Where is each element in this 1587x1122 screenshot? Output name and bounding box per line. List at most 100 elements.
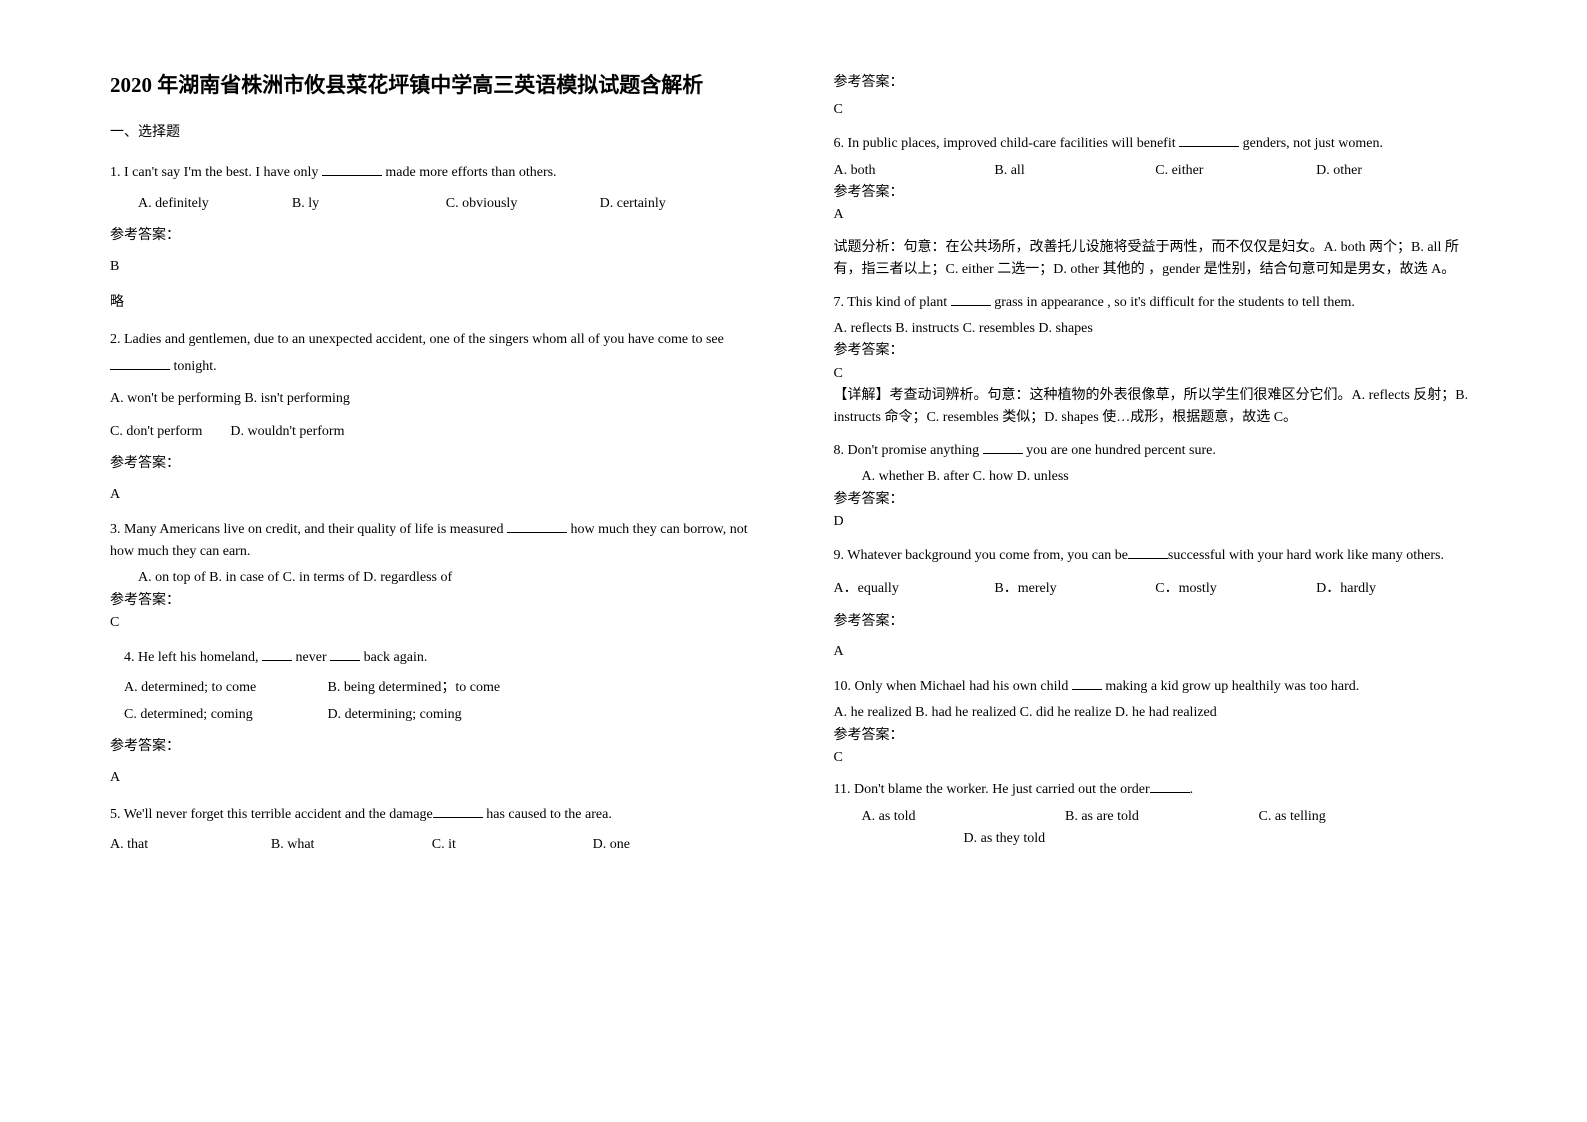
answer-label: 参考答案： xyxy=(834,70,1478,97)
answer-note: 试题分析：句意：在公共场所，改善托儿设施将受益于两性，而不仅仅是妇女。A. bo… xyxy=(834,237,1478,282)
q10-text-b: making a kid grow up healthily was too h… xyxy=(1102,679,1359,694)
document-title: 2020 年湖南省株洲市攸县菜花坪镇中学高三英语模拟试题含解析 xyxy=(110,70,754,102)
answer-label: 参考答案： xyxy=(110,223,754,250)
question-text: 10. Only when Michael had his own child … xyxy=(834,676,1478,698)
options-row-1: A. won't be performing B. isn't performi… xyxy=(110,386,754,413)
option-c: C．mostly xyxy=(1155,576,1316,603)
question-text: 9. Whatever background you come from, yo… xyxy=(834,543,1478,570)
answer-value: A xyxy=(110,482,754,509)
q10-text-a: 10. Only when Michael had his own child xyxy=(834,679,1072,694)
question-text: 6. In public places, improved child-care… xyxy=(834,133,1478,155)
option-c: C. it xyxy=(432,832,593,859)
answer-label: 参考答案： xyxy=(834,609,1478,636)
q7-text-b: grass in appearance , so it's difficult … xyxy=(991,295,1355,310)
options-row: A. whether B. after C. how D. unless xyxy=(834,466,1478,488)
blank xyxy=(262,647,292,661)
blank xyxy=(433,804,483,818)
q4-text-b: never xyxy=(292,650,330,665)
answer-value: C xyxy=(834,363,1478,385)
option-c: C. either xyxy=(1155,160,1316,182)
options-row: A. he realized B. had he realized C. did… xyxy=(834,702,1478,724)
option-b: B. ly xyxy=(292,191,446,218)
left-column: 2020 年湖南省株洲市攸县菜花坪镇中学高三英语模拟试题含解析 一、选择题 1.… xyxy=(90,70,794,1082)
blank xyxy=(983,440,1023,454)
options-row: A. on top of B. in case of C. in terms o… xyxy=(110,567,754,589)
answer-value: A xyxy=(834,639,1478,666)
right-column: 参考答案： C 6. In public places, improved ch… xyxy=(794,70,1498,1082)
question-text: 3. Many Americans live on credit, and th… xyxy=(110,519,754,564)
question-text: 2. Ladies and gentlemen, due to an unexp… xyxy=(110,327,754,380)
q5-text-b: has caused to the area. xyxy=(483,807,612,822)
option-c: C. obviously xyxy=(446,191,600,218)
options-row-2: C. determined; coming D. determining; co… xyxy=(110,702,754,729)
option-a: A. as told xyxy=(862,806,1062,828)
question-text: 8. Don't promise anything you are one hu… xyxy=(834,440,1478,462)
option-c: C. as telling xyxy=(1259,809,1326,824)
q4-text-a: 4. He left his homeland, xyxy=(124,650,262,665)
answer-note: 略 xyxy=(110,290,754,317)
answer-label: 参考答案： xyxy=(110,590,754,612)
opt-c: C. determined; coming xyxy=(124,702,324,729)
option-a: A. both xyxy=(834,160,995,182)
blank xyxy=(110,356,170,370)
answer-value: C xyxy=(110,612,754,634)
option-b: B. as are told xyxy=(1065,806,1255,828)
opt-d: D. determining; coming xyxy=(328,707,462,722)
options-row: A．equally B．merely C．mostly D．hardly xyxy=(834,576,1478,603)
option-a: A. definitely xyxy=(138,191,292,218)
option-b: B．merely xyxy=(994,576,1155,603)
q4-text-c: back again. xyxy=(360,650,427,665)
q7-text-a: 7. This kind of plant xyxy=(834,295,951,310)
q8-text-b: you are one hundred percent sure. xyxy=(1023,443,1216,458)
option-d: D．hardly xyxy=(1316,576,1477,603)
q11-text-a: 11. Don't blame the worker. He just carr… xyxy=(834,782,1150,797)
answer-label: 参考答案： xyxy=(110,734,754,761)
question-text: 1. I can't say I'm the best. I have only… xyxy=(110,160,754,187)
blank xyxy=(330,647,360,661)
q1-text-a: 1. I can't say I'm the best. I have only xyxy=(110,165,322,180)
options-row: A. that B. what C. it D. one xyxy=(110,832,754,859)
answer-value: A xyxy=(110,765,754,792)
question-1: 1. I can't say I'm the best. I have only… xyxy=(110,160,754,317)
options-row-2: D. as they told xyxy=(834,828,1478,850)
question-4: 4. He left his homeland, never back agai… xyxy=(110,645,754,792)
q3-text-a: 3. Many Americans live on credit, and th… xyxy=(110,522,507,537)
option-b: B. what xyxy=(271,832,432,859)
option-d: D. as they told xyxy=(964,831,1046,846)
q9-text-a: 9. Whatever background you come from, yo… xyxy=(834,548,1128,563)
options-row-2: C. don't perform D. wouldn't perform xyxy=(110,419,754,446)
question-text: 5. We'll never forget this terrible acci… xyxy=(110,802,754,829)
opt-c: C. don't perform xyxy=(110,424,202,439)
q9-text-b: successful with your hard work like many… xyxy=(1168,548,1444,563)
answer-label: 参考答案： xyxy=(110,451,754,478)
question-3: 3. Many Americans live on credit, and th… xyxy=(110,519,754,635)
question-10: 10. Only when Michael had his own child … xyxy=(834,676,1478,770)
q6-text-b: genders, not just women. xyxy=(1239,136,1383,151)
options-row: A. reflects B. instructs C. resembles D.… xyxy=(834,318,1478,340)
blank xyxy=(322,162,382,176)
answer-value: B xyxy=(110,254,754,281)
question-8: 8. Don't promise anything you are one hu… xyxy=(834,440,1478,534)
options-row: A. definitely B. ly C. obviously D. cert… xyxy=(110,191,754,218)
options-row: A. both B. all C. either D. other xyxy=(834,160,1478,182)
answer-label: 参考答案： xyxy=(834,489,1478,511)
options-row-1: A. as told B. as are told C. as telling xyxy=(834,806,1478,828)
opt-d: D. wouldn't perform xyxy=(230,424,344,439)
option-a: A. that xyxy=(110,832,271,859)
option-b: B. all xyxy=(994,160,1155,182)
options-row-1: A. determined; to come B. being determin… xyxy=(110,675,754,702)
question-text: 4. He left his homeland, never back agai… xyxy=(110,645,754,672)
blank xyxy=(507,519,567,533)
question-11: 11. Don't blame the worker. He just carr… xyxy=(834,779,1478,850)
question-7: 7. This kind of plant grass in appearanc… xyxy=(834,292,1478,430)
option-d: D. one xyxy=(593,832,754,859)
option-d: D. other xyxy=(1316,160,1477,182)
q8-text-a: 8. Don't promise anything xyxy=(834,443,983,458)
answer-note: 【详解】考查动词辨析。句意：这种植物的外表很像草，所以学生们很难区分它们。A. … xyxy=(834,385,1478,430)
blank xyxy=(1179,133,1239,147)
opt-b: B. being determined；to come xyxy=(328,680,501,695)
blank xyxy=(1072,676,1102,690)
option-d: D. certainly xyxy=(600,191,754,218)
section-heading: 一、选择题 xyxy=(110,120,754,147)
q6-text-a: 6. In public places, improved child-care… xyxy=(834,136,1180,151)
